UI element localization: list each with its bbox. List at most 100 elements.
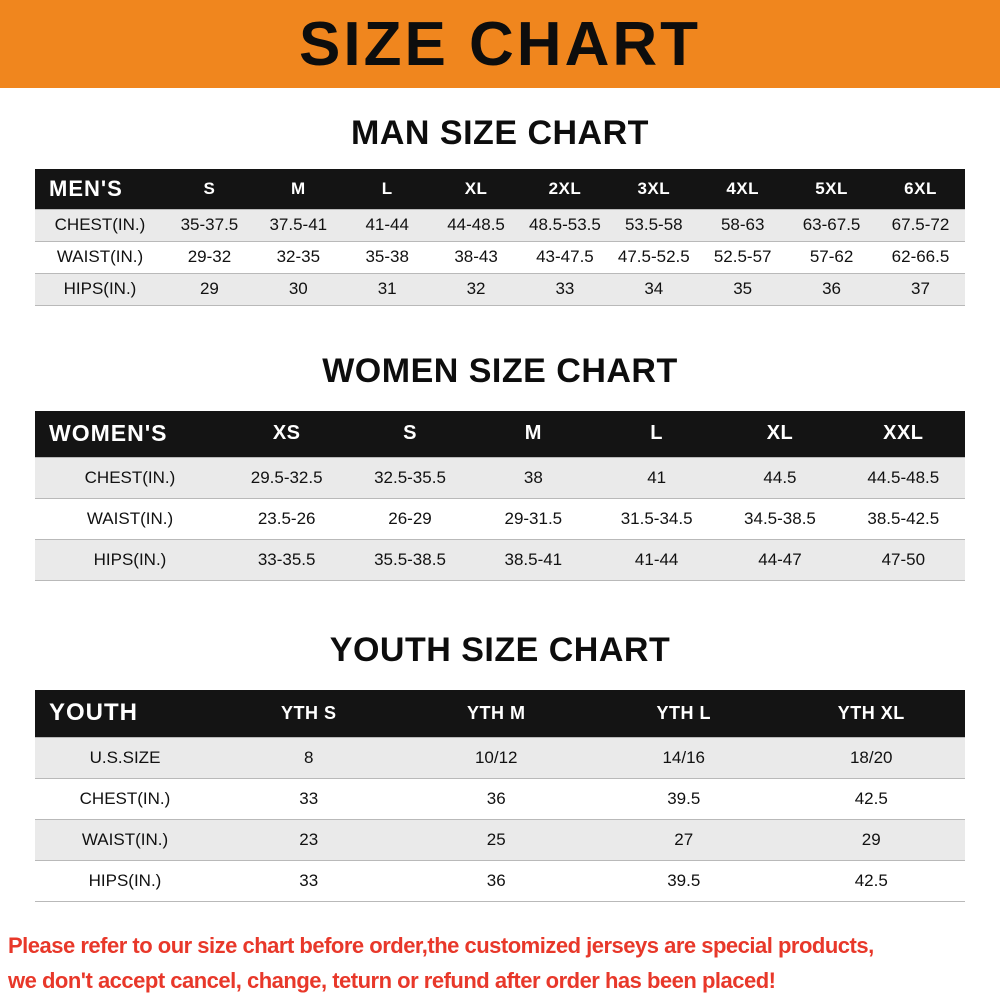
- size-value-cell: 52.5-57: [713, 247, 772, 266]
- size-value-cell: 33: [299, 870, 319, 890]
- size-column-header: YTH XL: [777, 690, 965, 737]
- size-column-header: YTH S: [215, 690, 403, 737]
- size-column-header: S: [348, 410, 472, 458]
- size-value-cell: 29.5-32.5: [250, 468, 323, 487]
- size-value-cell: 14/16: [662, 747, 706, 767]
- table-row: CHEST(IN.) 29.5-32.5 32.5-35.5 38 41 44.5 44.5…: [35, 457, 965, 499]
- measurement-row-label: CHEST(IN.): [79, 788, 171, 808]
- size-value-cell: 26-29: [388, 509, 432, 528]
- size-column-header: XL: [718, 410, 842, 458]
- table-row: WAIST(IN.) 29-32 32-35 35-38 38-43 43-47.5 47.…: [35, 241, 965, 273]
- size-value-cell: 27: [674, 829, 694, 849]
- men-size-section: MAN SIZE CHART MEN'S S M L XL 2XL 3XL 4XL 5XL 6XL…: [0, 88, 1000, 306]
- size-value-cell: 53.5-58: [624, 215, 683, 234]
- size-value-cell: 18/20: [849, 747, 893, 767]
- size-value-cell: 32-35: [276, 247, 321, 266]
- women-size-table: WOMEN'S XS S M L XL XXL CHEST(IN.) 29.5-32.5 32.5…: [35, 410, 965, 582]
- footer-note: Please refer to our size chart before or…: [8, 928, 1000, 998]
- size-table-header-row: WOMEN'S XS S M L XL XXL: [35, 410, 965, 458]
- women-size-section: WOMEN SIZE CHART WOMEN'S XS S M L XL XXL CHEST(…: [0, 306, 1000, 582]
- table-row: U.S.SIZE 8 10/12 14/16 18/20: [35, 737, 965, 778]
- size-column-header: XXL: [841, 410, 965, 458]
- size-value-cell: 42.5: [854, 788, 888, 808]
- size-column-header: YTH L: [590, 690, 778, 737]
- size-column-header: YTH M: [402, 690, 590, 737]
- footer-line-1: Please refer to our size chart before or…: [8, 932, 874, 958]
- size-value-cell: 35: [733, 279, 753, 298]
- size-value-cell: 33-35.5: [257, 550, 316, 569]
- measurement-row-label: CHEST(IN.): [54, 215, 146, 234]
- size-value-cell: 30: [288, 279, 308, 298]
- size-value-cell: 58-63: [720, 215, 765, 234]
- size-value-cell: 41-44: [365, 215, 409, 234]
- size-value-cell: 41: [647, 468, 667, 487]
- size-column-header: 3XL: [609, 169, 699, 209]
- size-value-cell: 32.5-35.5: [374, 468, 446, 487]
- size-column-header: XS: [225, 410, 349, 458]
- size-column-header: M: [253, 169, 343, 209]
- measurement-row-label: HIPS(IN.): [63, 279, 137, 298]
- size-value-cell: 67.5-72: [891, 215, 950, 234]
- size-value-cell: 29-31.5: [504, 509, 563, 528]
- measurement-row-label: WAIST(IN.): [86, 509, 174, 528]
- size-value-cell: 44.5: [763, 468, 797, 487]
- measurement-row-label: HIPS(IN.): [88, 870, 162, 890]
- size-value-cell: 34.5-38.5: [744, 509, 816, 528]
- size-value-cell: 39.5: [667, 788, 701, 808]
- size-column-header: M: [471, 410, 595, 458]
- size-value-cell: 37: [911, 279, 930, 298]
- size-value-cell: 44.5-48.5: [867, 468, 940, 487]
- size-value-cell: 41-44: [634, 550, 679, 569]
- size-column-header: S: [165, 169, 254, 209]
- size-value-cell: 42.5: [854, 870, 888, 890]
- size-value-cell: 23: [299, 829, 319, 849]
- table-row: CHEST(IN.) 35-37.5 37.5-41 41-44 44-48.5 48.5…: [35, 209, 965, 241]
- measurement-row-label: CHEST(IN.): [84, 468, 176, 487]
- size-value-cell: 36: [486, 870, 506, 890]
- size-value-cell: 33: [555, 279, 575, 298]
- size-value-cell: 35.5-38.5: [374, 550, 446, 569]
- size-value-cell: 38: [523, 468, 543, 487]
- size-table-header-row: YOUTH YTH S YTH M YTH L YTH XL: [35, 690, 965, 737]
- size-chart-banner: SIZE CHART: [0, 0, 1000, 88]
- size-value-cell: 39.5: [667, 870, 701, 890]
- size-value-cell: 33: [299, 788, 319, 808]
- size-value-cell: 57-62: [809, 247, 854, 266]
- size-value-cell: 10/12: [474, 747, 518, 767]
- size-value-cell: 37.5-41: [269, 215, 328, 234]
- size-value-cell: 36: [822, 279, 842, 298]
- size-column-header: L: [594, 410, 719, 458]
- table-row: WAIST(IN.) 23.5-26 26-29 29-31.5 31.5-34.5 34…: [35, 498, 965, 540]
- size-value-cell: 31: [377, 279, 397, 298]
- size-value-cell: 38-43: [454, 247, 498, 266]
- measurement-row-label: WAIST(IN.): [56, 247, 144, 266]
- measurement-row-label: WAIST(IN.): [81, 829, 169, 849]
- size-value-cell: 29-32: [187, 247, 232, 266]
- size-value-cell: 36: [486, 788, 506, 808]
- size-value-cell: 32: [466, 279, 486, 298]
- youth-size-table: YOUTH YTH S YTH M YTH L YTH XL U.S.SIZE 8 10/12…: [35, 690, 965, 902]
- size-value-cell: 8: [304, 747, 314, 767]
- table-row: WAIST(IN.) 23 25 27 29: [35, 819, 965, 860]
- size-value-cell: 48.5-53.5: [529, 215, 601, 234]
- size-value-cell: 25: [486, 829, 506, 849]
- size-value-cell: 23.5-26: [257, 509, 316, 528]
- table-row: CHEST(IN.) 33 36 39.5 42.5: [35, 778, 965, 819]
- table-row: HIPS(IN.) 33 36 39.5 42.5: [35, 860, 965, 901]
- size-value-cell: 63-67.5: [802, 215, 861, 234]
- table-row: HIPS(IN.) 29 30 31 32 33 34 35 36 37: [35, 273, 965, 305]
- size-value-cell: 35-37.5: [180, 215, 239, 234]
- size-value-cell: 29: [199, 279, 219, 298]
- table-corner-label: WOMEN'S: [35, 410, 225, 458]
- size-table-header-row: MEN'S S M L XL 2XL 3XL 4XL 5XL 6XL: [35, 169, 965, 209]
- youth-size-heading: YOUTH SIZE CHART: [329, 631, 671, 669]
- size-column-header: XL: [431, 169, 521, 209]
- size-value-cell: 38.5-42.5: [867, 509, 940, 528]
- measurement-row-label: U.S.SIZE: [89, 747, 161, 767]
- size-column-header: 4XL: [698, 169, 788, 209]
- size-value-cell: 34: [644, 279, 664, 298]
- size-column-header: 6XL: [876, 169, 965, 209]
- size-value-cell: 62-66.5: [891, 247, 950, 266]
- size-value-cell: 47-50: [881, 550, 926, 569]
- size-chart-title: SIZE CHART: [299, 9, 701, 79]
